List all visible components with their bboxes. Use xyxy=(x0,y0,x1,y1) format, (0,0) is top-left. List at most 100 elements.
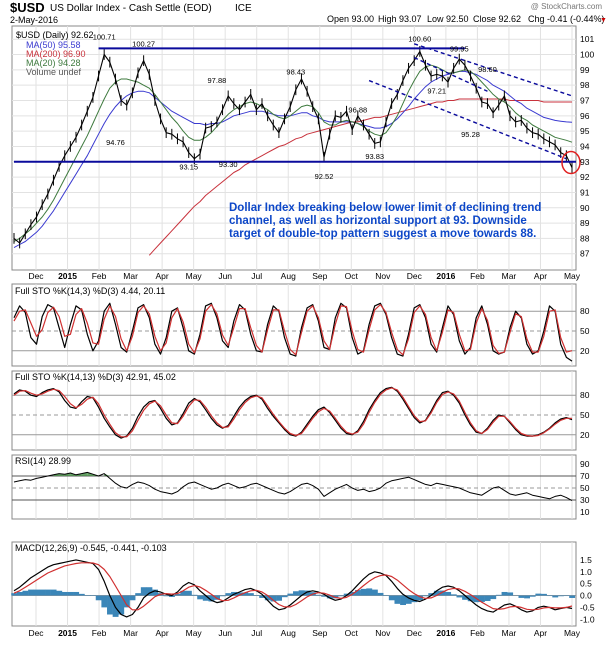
macd-histogram-bar xyxy=(456,595,463,598)
macd-histogram-bar xyxy=(174,593,181,596)
macd-histogram-bar xyxy=(107,595,113,615)
macd-histogram-bar xyxy=(501,591,508,596)
x-tick-label-top: Oct xyxy=(345,271,359,281)
price-label: 100.60 xyxy=(408,34,431,43)
macd-histogram-bar xyxy=(22,590,29,596)
chart-date: 2-May-2016 xyxy=(10,15,58,25)
macd-histogram-bar xyxy=(152,589,158,596)
macd-histogram-bar xyxy=(28,589,34,596)
x-tick-label-top: Feb xyxy=(92,271,107,281)
price-y-tick: 88 xyxy=(580,233,590,243)
annotation-line-1: Dollar Index breaking below lower limit … xyxy=(229,202,541,214)
rsi-y-tick: 50 xyxy=(580,483,590,493)
macd-histogram-bar xyxy=(11,593,18,596)
macd-histogram-bar xyxy=(73,591,80,596)
macd-histogram-bar xyxy=(95,595,102,601)
x-tick-label-top: Apr xyxy=(534,271,547,281)
macd-histogram-bar xyxy=(146,587,153,596)
price-y-tick: 98 xyxy=(580,80,590,90)
macd-histogram-bar xyxy=(366,588,373,596)
macd-legend: MACD(12,26,9) -0.545, -0.441, -0.103 xyxy=(15,543,167,553)
macd-signal-series xyxy=(13,562,573,611)
x-tick-label-bottom: Feb xyxy=(92,628,107,638)
price-label: 97.88 xyxy=(208,76,227,85)
x-tick-label-bottom: Oct xyxy=(345,628,359,638)
macd-histogram-bar xyxy=(191,594,198,596)
macd-histogram-bar xyxy=(45,589,51,596)
x-tick-label-bottom: Aug xyxy=(281,628,296,638)
quote-low: Low 92.50 xyxy=(427,14,469,24)
price-series xyxy=(13,50,573,244)
macd-histogram-bar xyxy=(169,595,175,597)
macd-histogram-bar xyxy=(298,590,305,596)
macd-histogram-bar xyxy=(535,593,542,596)
macd-panel xyxy=(11,541,577,627)
macd-histogram-bar xyxy=(529,595,536,597)
macd-histogram-bar xyxy=(462,595,468,600)
macd-histogram-bar xyxy=(276,595,282,601)
macd-histogram-bar xyxy=(185,590,192,596)
osc-y-tick: 80 xyxy=(580,390,590,400)
x-tick-label-top: Aug xyxy=(281,271,296,281)
macd-histogram-bar xyxy=(433,590,440,596)
x-tick-label-top: May xyxy=(564,271,581,281)
price-y-tick: 87 xyxy=(580,249,590,259)
x-tick-label-bottom: Dec xyxy=(407,628,423,638)
macd-histogram-bar xyxy=(422,595,429,597)
macd-histogram-bar xyxy=(281,595,288,598)
channel-lower-line xyxy=(368,79,567,160)
macd-y-tick: 0.0 xyxy=(580,591,592,601)
osc-y-tick: 80 xyxy=(580,306,590,316)
macd-y-tick: -0.5 xyxy=(580,602,595,612)
price-label: 93.15 xyxy=(179,162,198,171)
macd-y-tick: 1.0 xyxy=(580,567,592,577)
price-legend-ma50: MA(50) 95.58 xyxy=(26,40,81,50)
macd-histogram-bar xyxy=(490,595,497,600)
macd-histogram-bar xyxy=(479,595,485,602)
price-y-tick: 97 xyxy=(580,95,590,105)
x-tick-label-top: Mar xyxy=(502,271,517,281)
annotation-line-2: channel, as well as horizontal support a… xyxy=(229,215,527,227)
price-y-tick: 93 xyxy=(580,157,590,167)
price-label: 93.30 xyxy=(219,160,238,169)
x-tick-label-bottom: Jun xyxy=(218,628,232,638)
macd-histogram-bar xyxy=(484,595,491,601)
sto-slow-legend: Full STO %K(14,13) %D(3) 42.91, 45.02 xyxy=(15,372,176,382)
macd-histogram-bar xyxy=(439,590,446,596)
osc-y-tick: 50 xyxy=(580,326,590,336)
macd-histogram-bar xyxy=(388,595,395,601)
price-label: 94.76 xyxy=(106,138,125,147)
macd-histogram-bar xyxy=(259,595,266,598)
price-label: 98.43 xyxy=(286,68,305,77)
price-y-tick: 89 xyxy=(580,218,590,228)
ma50-series xyxy=(13,70,573,249)
x-tick-label-top: Jun xyxy=(218,271,232,281)
index-name: US Dollar Index - Cash Settle (EOD) xyxy=(50,3,212,14)
price-legend-main: $USD (Daily) 92.62 xyxy=(16,30,94,40)
macd-y-tick: 0.5 xyxy=(580,579,592,589)
price-legend-ma20: MA(20) 94.28 xyxy=(26,58,81,68)
x-tick-label-bottom: May xyxy=(186,628,203,638)
macd-histogram-bar xyxy=(321,595,328,597)
price-y-tick: 100 xyxy=(580,50,594,60)
macd-histogram-bar xyxy=(270,595,277,602)
x-tick-label-bottom: Nov xyxy=(375,628,391,638)
x-tick-label-top: Jul xyxy=(251,271,262,281)
macd-histogram-bar xyxy=(225,593,232,596)
macd-y-tick: 1.5 xyxy=(580,555,592,565)
x-tick-label-top: Mar xyxy=(123,271,138,281)
quote-close: Close 92.62 xyxy=(473,14,521,24)
macd-histogram-bar xyxy=(417,595,423,601)
rsi-y-tick: 30 xyxy=(580,495,590,505)
x-tick-label-bottom: Jul xyxy=(251,628,262,638)
macd-histogram-bar xyxy=(50,589,57,596)
macd-histogram-bar xyxy=(247,593,254,596)
rsi-series xyxy=(13,471,573,502)
macd-histogram-bar xyxy=(371,589,378,596)
macd-histogram-bar xyxy=(39,589,46,596)
osc-y-tick: 20 xyxy=(580,346,590,356)
price-label: 92.52 xyxy=(315,172,334,181)
sto-fast-k-series xyxy=(13,302,573,362)
x-tick-label-bottom: 2016 xyxy=(436,628,455,638)
